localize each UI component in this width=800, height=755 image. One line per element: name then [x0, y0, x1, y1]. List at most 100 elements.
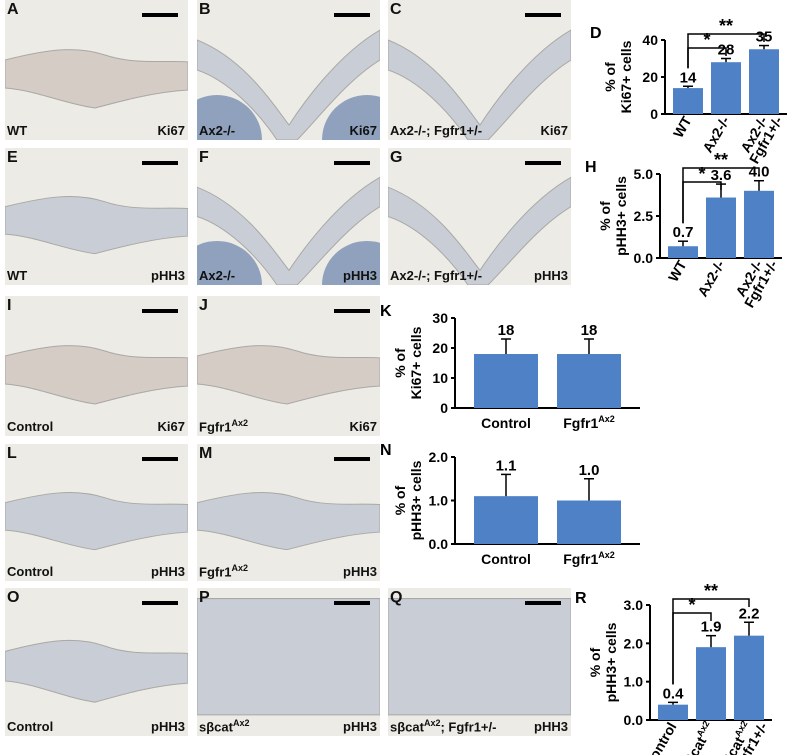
bar	[474, 496, 538, 544]
y-tick-label: 0	[440, 400, 448, 416]
chart-letter: R	[575, 590, 587, 607]
y-axis-label: % of	[392, 348, 408, 378]
genotype-label: Control	[7, 564, 54, 579]
genotype-label: Ax2-/-; Fgfr1+/-	[390, 123, 483, 138]
data-label: 1.0	[579, 462, 600, 479]
stain-label: Ki67	[540, 123, 568, 138]
scale-bar	[334, 13, 370, 17]
scale-bar	[142, 161, 178, 165]
y-axis-label: Ki67+ cells	[408, 326, 424, 399]
stain-label: pHH3	[151, 268, 185, 283]
bar	[711, 62, 741, 114]
genotype-label: sβcatAx2	[199, 717, 250, 734]
y-tick-label: 2.5	[634, 208, 654, 224]
x-tick-label: WT	[670, 113, 695, 140]
bar	[734, 635, 764, 720]
bar	[744, 190, 774, 258]
significance-bracket	[682, 167, 760, 224]
genotype-label: Fgfr1Ax2	[199, 562, 249, 579]
micrograph-panel-j: J Fgfr1Ax2 Ki67	[197, 296, 380, 436]
stain-label: Ki67	[349, 123, 377, 138]
data-label: 28	[718, 42, 735, 59]
genotype-label: WT	[7, 268, 28, 283]
significance-mark: **	[704, 581, 718, 601]
significance-bracket	[682, 181, 722, 224]
tissue-image	[197, 492, 380, 551]
y-tick-label: 5.0	[634, 166, 654, 182]
micrograph-panel-m: M Fgfr1Ax2 pHH3	[197, 444, 380, 581]
micrograph-panel-a: A WT Ki67	[5, 0, 188, 140]
panel-letter: L	[7, 445, 17, 462]
chart-k: K % of Ki67+ cells 0 10 20 30 18 Control 18 Fgfr1A…	[380, 303, 640, 431]
x-tick-label: Fgfr1+/-	[741, 257, 781, 310]
tissue-image	[5, 49, 188, 109]
x-tick-label: Control	[481, 415, 531, 431]
tissue-image	[388, 598, 571, 716]
bar	[696, 647, 726, 720]
micrograph-panel-b: B Ax2-/- Ki67	[197, 0, 380, 140]
data-label: 0.7	[673, 224, 694, 241]
chart-d: D % of Ki67+ cells 0 20 40 14 WT 28 Ax2-/- 35 Ax2-/…	[590, 16, 787, 166]
genotype-label: Control	[7, 419, 54, 434]
tissue-image	[5, 492, 188, 551]
chart-n: N % of pHH3+ cells 0.0 1.0 2.0 1.1 Control 1.0 Fg…	[380, 442, 640, 567]
y-tick-label: 40	[642, 32, 658, 48]
panel-letter: A	[7, 1, 19, 18]
stain-label: Ki67	[349, 419, 377, 434]
y-tick-label: 0.0	[429, 536, 449, 552]
x-tick-label: Fgfr1Ax2	[563, 550, 615, 567]
x-tick-label: Ax2-/-	[737, 113, 770, 155]
data-label: 2.2	[739, 605, 760, 622]
x-tick-label: Ax2-/-	[732, 257, 765, 299]
chart-letter: N	[380, 442, 392, 459]
scale-bar	[142, 457, 178, 461]
y-tick-label: 0.0	[634, 250, 654, 266]
micrograph-panel-l: L Control pHH3	[5, 444, 188, 581]
genotype-label: Control	[7, 719, 54, 734]
x-tick-label: WT	[665, 257, 690, 284]
bar	[706, 197, 736, 258]
stain-label: Ki67	[157, 123, 185, 138]
tissue-image	[388, 176, 571, 285]
scale-bar	[334, 601, 370, 605]
genotype-label: Ax2-/-	[199, 123, 236, 138]
data-label: 18	[498, 322, 515, 339]
y-axis-label: % of	[392, 485, 408, 515]
y-axis-label: pHH3+ cells	[613, 176, 629, 256]
significance-mark: **	[714, 150, 728, 170]
panel-letter: I	[7, 297, 12, 314]
genotype-label: Fgfr1Ax2	[199, 417, 249, 434]
micrograph-panel-g: G Ax2-/-; Fgfr1+/- pHH3	[388, 148, 571, 285]
stain-label: pHH3	[534, 719, 568, 734]
tissue-image	[197, 176, 380, 285]
x-tick-label: Ax2-/-	[699, 113, 732, 155]
tissue-image	[197, 345, 380, 405]
scale-bar	[334, 161, 370, 165]
micrograph-panel-e: E WT pHH3	[5, 148, 188, 285]
scale-bar	[525, 161, 561, 165]
y-tick-label: 10	[432, 370, 448, 386]
data-label: 0.4	[663, 685, 685, 702]
y-axis-label: % of	[587, 647, 603, 677]
scale-bar	[142, 601, 178, 605]
data-label: 35	[756, 29, 773, 46]
scale-bar	[142, 13, 178, 17]
panel-letter: E	[7, 149, 18, 166]
panel-letter: O	[7, 589, 20, 606]
stain-label: Ki67	[157, 419, 185, 434]
x-tick-label: Ax2-/-	[694, 257, 727, 299]
stain-label: pHH3	[343, 719, 377, 734]
y-tick-label: 3.0	[624, 597, 644, 613]
y-axis-label: pHH3+ cells	[408, 460, 424, 540]
bar	[658, 704, 688, 720]
y-axis-label: pHH3+ cells	[603, 622, 619, 702]
bar	[557, 500, 621, 544]
y-axis-label: % of	[597, 201, 613, 231]
bar	[557, 354, 621, 408]
y-tick-label: 0.0	[624, 712, 644, 728]
tissue-image	[388, 29, 571, 140]
panel-letter: M	[199, 445, 213, 462]
data-label: 3.6	[711, 167, 732, 184]
